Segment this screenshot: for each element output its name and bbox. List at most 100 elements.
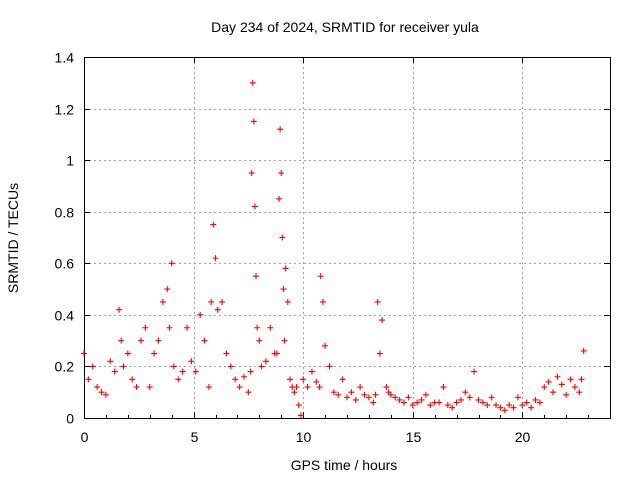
data-point — [457, 396, 464, 403]
data-point — [219, 298, 226, 305]
data-point — [179, 368, 186, 375]
data-point — [98, 389, 105, 396]
y-tick-label: 0.6 — [55, 256, 75, 272]
data-point — [396, 396, 403, 403]
data-point — [300, 376, 307, 383]
data-points — [81, 79, 587, 419]
data-point — [497, 404, 504, 411]
data-point — [444, 402, 451, 409]
data-point — [536, 399, 543, 406]
data-point — [102, 391, 109, 398]
x-tick-label: 10 — [296, 429, 312, 445]
data-point — [184, 324, 191, 331]
data-point — [280, 286, 287, 293]
data-point — [392, 394, 399, 401]
data-point — [580, 347, 587, 354]
y-tick-label: 0.2 — [55, 359, 75, 375]
data-point — [223, 350, 230, 357]
data-point — [175, 376, 182, 383]
data-point — [379, 317, 386, 324]
data-point — [427, 402, 434, 409]
data-point — [284, 298, 291, 305]
data-point — [316, 384, 323, 391]
data-point — [414, 399, 421, 406]
data-point — [466, 394, 473, 401]
data-point — [210, 221, 217, 228]
data-point — [558, 381, 565, 388]
data-point — [281, 337, 288, 344]
data-point — [240, 373, 247, 380]
data-point — [120, 363, 127, 370]
data-point — [276, 195, 283, 202]
y-tick-label: 1.2 — [55, 102, 75, 118]
data-point — [317, 273, 324, 280]
data-point — [287, 376, 294, 383]
data-point — [571, 384, 578, 391]
data-point — [339, 376, 346, 383]
y-tick-label: 0 — [66, 411, 74, 427]
data-point — [166, 324, 173, 331]
data-point — [291, 389, 298, 396]
data-point — [94, 384, 101, 391]
data-point — [170, 363, 177, 370]
data-point — [453, 399, 460, 406]
axis-ticks: 0 5 10 15 20 0 0.2 0.4 0.6 0.8 1 1.2 1.4 — [55, 50, 610, 445]
data-point — [422, 391, 429, 398]
data-point — [111, 368, 118, 375]
data-point — [155, 337, 162, 344]
data-point — [118, 337, 125, 344]
data-point — [348, 389, 355, 396]
data-point — [523, 399, 530, 406]
x-axis-label: GPS time / hours — [291, 457, 398, 473]
data-point — [124, 350, 131, 357]
data-point — [319, 298, 326, 305]
data-point — [436, 399, 443, 406]
y-tick-label: 0.4 — [55, 308, 75, 324]
data-point — [488, 394, 495, 401]
y-tick-label: 1 — [66, 153, 74, 169]
chart-title: Day 234 of 2024, SRMTID for receiver yul… — [211, 19, 479, 35]
y-tick-label: 0.8 — [55, 205, 75, 221]
data-point — [129, 376, 136, 383]
data-point — [313, 378, 320, 385]
data-point — [541, 384, 548, 391]
data-point — [365, 394, 372, 401]
data-point — [304, 384, 311, 391]
data-point — [335, 391, 342, 398]
data-point — [322, 342, 329, 349]
data-point — [205, 384, 212, 391]
data-point — [133, 384, 140, 391]
y-tick-label: 1.4 — [55, 50, 75, 66]
data-point — [418, 396, 425, 403]
data-point — [201, 337, 208, 344]
data-point — [208, 298, 215, 305]
data-point — [449, 404, 456, 411]
data-point — [550, 389, 557, 396]
data-point — [142, 324, 149, 331]
data-point — [81, 350, 87, 357]
data-point — [245, 389, 252, 396]
data-point — [409, 402, 416, 409]
data-point — [484, 402, 491, 409]
data-point — [251, 203, 258, 210]
data-point — [372, 391, 379, 398]
data-point — [236, 384, 243, 391]
data-point — [151, 350, 158, 357]
data-point — [297, 412, 304, 419]
data-point — [545, 378, 552, 385]
data-point — [192, 368, 199, 375]
data-point — [387, 391, 394, 398]
data-point — [214, 306, 221, 313]
data-point — [361, 391, 368, 398]
data-point — [197, 311, 204, 318]
data-point — [567, 376, 574, 383]
data-point — [258, 363, 265, 370]
data-point — [277, 126, 284, 133]
data-point — [253, 273, 260, 280]
data-point — [308, 368, 315, 375]
data-point — [376, 350, 383, 357]
data-point — [282, 265, 289, 272]
data-point — [440, 384, 447, 391]
